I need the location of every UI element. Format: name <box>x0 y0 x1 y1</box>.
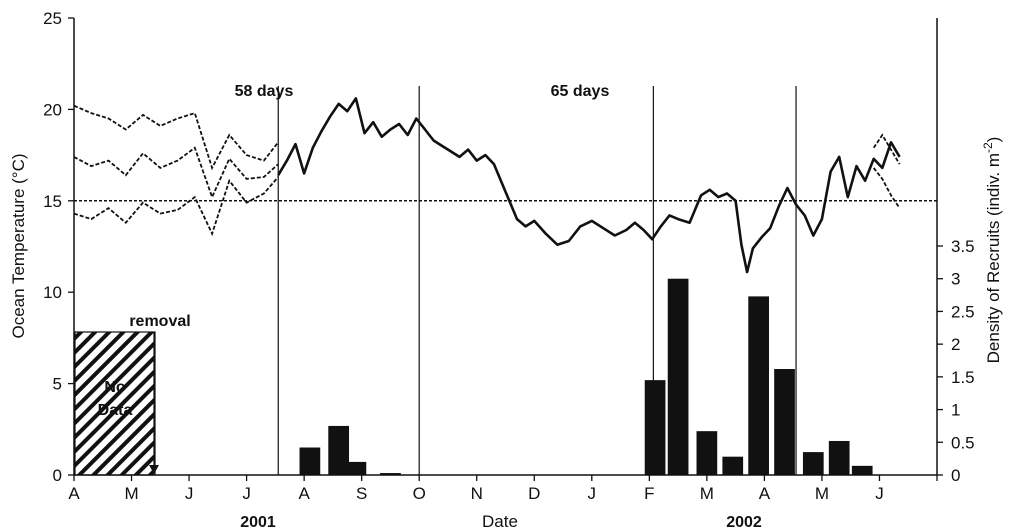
envelope-lower-line <box>73 176 279 237</box>
x-tick-label-0: A <box>68 484 80 503</box>
y-right-tick-label-0: 0 <box>951 466 960 485</box>
no-data-label-line2: Data <box>98 402 133 419</box>
y-left-tick-label-5: 5 <box>53 375 62 394</box>
envelope-tail-lower-line <box>872 167 901 209</box>
removal-label: removal <box>129 313 190 330</box>
x-tick-label-14: J <box>875 484 884 503</box>
recruit-bars <box>299 278 873 475</box>
y-axis-right-title-close: ) <box>984 137 1003 143</box>
recruit-bar-10 <box>774 369 795 475</box>
recruit-bar-12 <box>828 440 850 475</box>
interval-label-58-days: 58 days <box>235 83 294 100</box>
envelope-upper-line <box>73 104 279 171</box>
y-left-tick-label-15: 15 <box>43 192 62 211</box>
no-data-region <box>74 331 156 476</box>
recruit-bar-6 <box>667 278 689 475</box>
x-tick-label-10: F <box>644 484 654 503</box>
recruit-bar-11 <box>802 452 824 475</box>
no-data-label-line1: No <box>104 379 126 396</box>
y-axis-left-title: Ocean Temperature (°C) <box>9 153 28 338</box>
recruit-bar-2 <box>328 425 350 475</box>
recruit-bar-7 <box>696 431 718 475</box>
x-tick-label-2: J <box>185 484 194 503</box>
x-tick-label-12: A <box>759 484 771 503</box>
envelope-tail-upper-line <box>872 133 901 165</box>
x-tick-label-8: D <box>528 484 540 503</box>
y-left-tick-label-10: 10 <box>43 283 62 302</box>
temperature-2001-2002-line <box>277 97 901 274</box>
y-right-tick-label-3.5: 3.5 <box>951 237 975 256</box>
interval-label-65-days: 65 days <box>551 83 610 100</box>
x-axis-title: Date <box>482 512 518 531</box>
y-right-tick-label-0.5: 0.5 <box>951 433 975 452</box>
y-axis-right-title-superscript: -2 <box>981 142 995 153</box>
envelope-mid-line <box>73 146 279 200</box>
y-axis-right-title-main: Density of Recruits (indiv. m <box>984 153 1003 363</box>
recruit-bar-5 <box>644 380 666 475</box>
year-label-2001: 2001 <box>240 514 276 531</box>
x-tick-label-3: J <box>242 484 251 503</box>
temperature-lines <box>73 97 901 274</box>
x-tick-label-6: O <box>413 484 426 503</box>
y-left-tick-label-0: 0 <box>53 466 62 485</box>
recruit-bar-3 <box>345 461 367 475</box>
recruit-bar-13 <box>851 465 873 475</box>
removal-arrow-icon <box>149 465 159 474</box>
y-right-tick-label-3: 3 <box>951 270 960 289</box>
chart-axes: 0 5 10 15 20 25 0 0.5 1 1.5 2 2.5 3 3.5 A M J J A S O N D J F M A M… <box>43 9 975 503</box>
chart-plot-area <box>74 86 937 476</box>
recruit-bar-8 <box>722 456 744 475</box>
x-tick-label-7: N <box>471 484 483 503</box>
y-left-tick-label-20: 20 <box>43 100 62 119</box>
y-right-tick-label-1.5: 1.5 <box>951 368 975 387</box>
y-axis-right-title: Density of Recruits (indiv. m-2) <box>981 137 1003 364</box>
x-tick-label-11: M <box>700 484 714 503</box>
recruit-bar-9 <box>748 296 770 475</box>
x-tick-label-13: M <box>815 484 829 503</box>
year-label-2002: 2002 <box>726 514 762 531</box>
y-right-tick-label-2: 2 <box>951 335 960 354</box>
y-right-tick-label-2.5: 2.5 <box>951 302 975 321</box>
x-tick-label-1: M <box>124 484 138 503</box>
recruit-bar-1 <box>299 447 321 475</box>
recruit-bar-4 <box>380 473 401 475</box>
x-tick-label-4: A <box>298 484 310 503</box>
x-tick-label-5: S <box>356 484 367 503</box>
y-left-tick-label-25: 25 <box>43 9 62 28</box>
x-tick-label-9: J <box>588 484 597 503</box>
y-right-tick-label-1: 1 <box>951 401 960 420</box>
